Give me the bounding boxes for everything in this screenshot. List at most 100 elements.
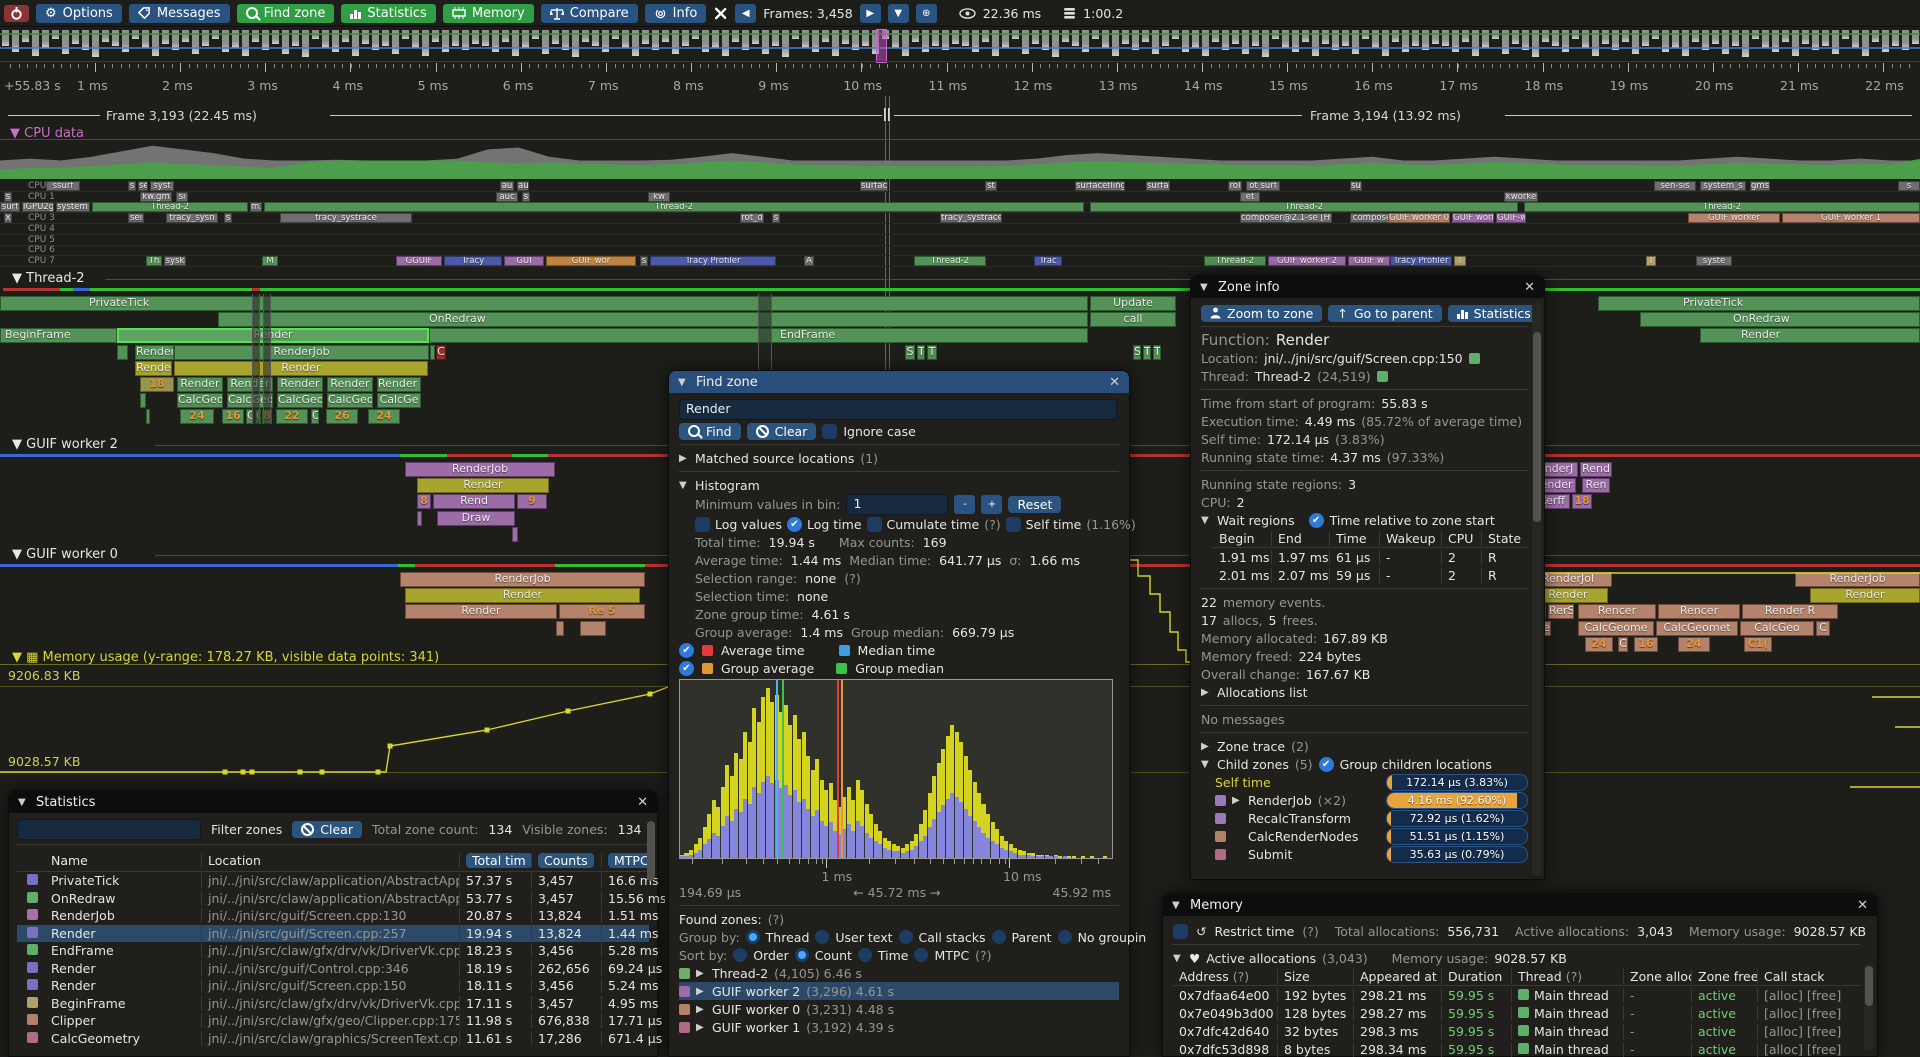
cpu-zone-bar[interactable]: GUIF worker 0 [1388, 213, 1450, 224]
frame-overview-bar[interactable] [1032, 30, 1039, 44]
zone-bar[interactable]: RenderJob [174, 344, 429, 360]
zone-bar[interactable] [512, 526, 518, 542]
cpu-zone-bar[interactable]: Tracy Profiler [650, 255, 776, 266]
cpu-data-header[interactable]: ▼ CPU data [10, 126, 84, 141]
cpu-zone-bar[interactable]: Th [146, 255, 162, 266]
found-zone-group-row[interactable]: ▶ GUIF worker 1 (3,192) 4.39 s [679, 1018, 1119, 1036]
wait-region-row[interactable]: 1.91 ms 1.97 ms 61 µs -2 R [1213, 548, 1528, 566]
zone-bar[interactable]: 16 [222, 409, 244, 425]
frame-overview-bar[interactable] [1222, 30, 1229, 50]
frame-overview-bar[interactable] [32, 30, 39, 56]
cpu-zone-bar[interactable]: ot surf [1246, 181, 1280, 191]
cpu-zone-bar[interactable]: surf [0, 202, 20, 213]
zone-bar[interactable]: Rencer [1658, 604, 1740, 620]
frame-overview-bar[interactable] [272, 30, 279, 44]
zone-bar[interactable]: CalcGe [377, 393, 421, 409]
cpu-zone-bar[interactable]: ssurf [46, 181, 80, 191]
scrollbar-thumb[interactable] [1533, 332, 1541, 522]
zone-bar[interactable]: T [927, 344, 937, 360]
zone-bar[interactable]: 24 [368, 409, 400, 425]
cpu-zone-bar[interactable]: Thread-2 [264, 202, 1084, 213]
focus-frame-button[interactable]: ⊕ [915, 3, 937, 23]
frame-overview-bar[interactable] [1292, 30, 1299, 52]
zone-bar[interactable]: 8 [417, 494, 431, 510]
cpu-zone-bar[interactable]: GUIF work [1452, 213, 1494, 224]
cpu-zone-bar[interactable]: rol [1228, 181, 1242, 191]
stats-table-row[interactable]: CalcGeometry jni/../jni/src/claw/graphics… [17, 1030, 662, 1048]
frame-overview-bar[interactable] [1522, 30, 1529, 50]
frame-overview-bar[interactable] [1692, 30, 1699, 42]
frame-overview-bar[interactable] [492, 30, 499, 52]
found-zone-group-row[interactable]: ▶ GUIF worker 2 (3,296) 4.61 s [679, 982, 1119, 1000]
tools-icon[interactable] [713, 6, 728, 21]
frame-overview-bar[interactable] [602, 30, 609, 52]
frame-overview-bar[interactable] [1442, 30, 1449, 46]
cpu-zone-bar[interactable]: GGUIF [396, 255, 442, 266]
group-by-radio[interactable] [815, 930, 830, 944]
frame-overview-bar[interactable] [972, 30, 979, 52]
cpu-zone-bar[interactable]: Thread-2 [1524, 202, 1920, 213]
zone-bar[interactable]: 22 [276, 409, 308, 425]
cpu-zone-bar[interactable]: GUIF-w [1496, 213, 1526, 224]
zone-bar[interactable]: 18 [140, 377, 174, 392]
frame-overview-bar[interactable] [482, 30, 489, 46]
frame-overview-bar[interactable] [852, 30, 859, 50]
frame-overview-bar[interactable] [242, 30, 249, 56]
frame-overview-bar[interactable] [1282, 30, 1289, 48]
zone-location[interactable]: jni/../jni/src/guif/Screen.cpp:150 [1264, 350, 1463, 366]
cpu-zone-bar[interactable]: system_s [1700, 181, 1746, 191]
cpu-zone-bar[interactable]: rot_d [740, 213, 764, 224]
frame-dropdown-button[interactable]: ▼ [887, 3, 909, 23]
zone-bar[interactable]: BeginFrame [0, 328, 117, 344]
frame-overview-bar[interactable] [192, 30, 199, 54]
clear-button[interactable]: Clear [746, 422, 817, 440]
cpu-zone-bar[interactable]: s [224, 213, 232, 224]
frame-overview-bar[interactable] [162, 30, 169, 44]
stats-table-row[interactable]: Render jni/../jni/src/guif/Control.cpp:34… [17, 960, 662, 978]
frame-overview-bar[interactable] [1042, 30, 1049, 50]
sort-by-radio[interactable] [794, 948, 809, 962]
frame-overview-bar[interactable] [142, 30, 149, 48]
stats-table-row[interactable]: EndFrame jni/../jni/src/claw/gfx/drv/vk/D… [17, 942, 659, 960]
zone-bar[interactable]: Render [405, 604, 557, 620]
cpu-zone-bar[interactable]: kw.gm [140, 191, 172, 202]
frame-overview-bar[interactable] [1432, 30, 1439, 44]
frame-overview-bar[interactable] [942, 30, 949, 50]
zone-bar[interactable]: T [1143, 344, 1151, 360]
zone-bar[interactable] [117, 344, 128, 360]
zone-bar[interactable]: T [917, 344, 925, 360]
frame-overview-bar[interactable] [1142, 30, 1149, 42]
frame-overview-bar[interactable] [1352, 30, 1359, 54]
stats-table-row[interactable]: Render jni/../jni/src/guif/Screen.cpp:150… [17, 977, 659, 995]
cpu-zone-bar[interactable]: Tracy Profiler [1390, 255, 1452, 266]
zone-bar[interactable]: Render R [1742, 604, 1838, 620]
cpu-zone-bar[interactable]: Tracy [444, 255, 502, 266]
cpu-zone-bar[interactable]: x [4, 213, 12, 224]
zone-bar[interactable] [417, 510, 422, 526]
cpu-zone-bar[interactable]: Thread-2 [1204, 255, 1266, 266]
zone-bar[interactable]: CalcGeo [327, 393, 373, 409]
frame-overview-bar[interactable] [642, 30, 649, 44]
stats-table-row[interactable]: OnRedraw jni/../jni/src/claw/application/… [17, 890, 665, 908]
collapse-icon[interactable]: ▼ [1201, 758, 1209, 770]
cpu-zone-bar[interactable]: Thread-2 [92, 202, 248, 213]
zone-bar[interactable]: RerS [1548, 604, 1574, 620]
wait-region-row[interactable]: 2.01 ms 2.07 ms 59 µs -2 R [1213, 566, 1528, 584]
frame-overview-bar[interactable] [1642, 30, 1649, 46]
frame-overview-bar[interactable] [1002, 30, 1009, 48]
group-by-radio[interactable] [898, 930, 913, 944]
group-by-radio[interactable] [1057, 930, 1072, 944]
cpu-zone-bar[interactable]: Thread-2 [1090, 202, 1518, 213]
thread-header-thread-2[interactable]: ▼ Thread-2 [12, 271, 85, 286]
frame-overview-bar[interactable] [562, 30, 569, 50]
frame-overview-bar[interactable] [1592, 30, 1599, 56]
frame-overview-bar[interactable] [42, 30, 49, 48]
child-zones-section[interactable]: Child zones [1217, 756, 1289, 772]
frame-overview-bar[interactable] [1322, 30, 1329, 44]
filter-zones-input[interactable] [17, 819, 201, 840]
zone-bar[interactable]: S [905, 344, 915, 360]
log-time-checkbox[interactable]: ✔ [786, 516, 802, 532]
frame-overview-bar[interactable] [1582, 30, 1589, 48]
zone-bar[interactable]: T [1153, 344, 1161, 360]
